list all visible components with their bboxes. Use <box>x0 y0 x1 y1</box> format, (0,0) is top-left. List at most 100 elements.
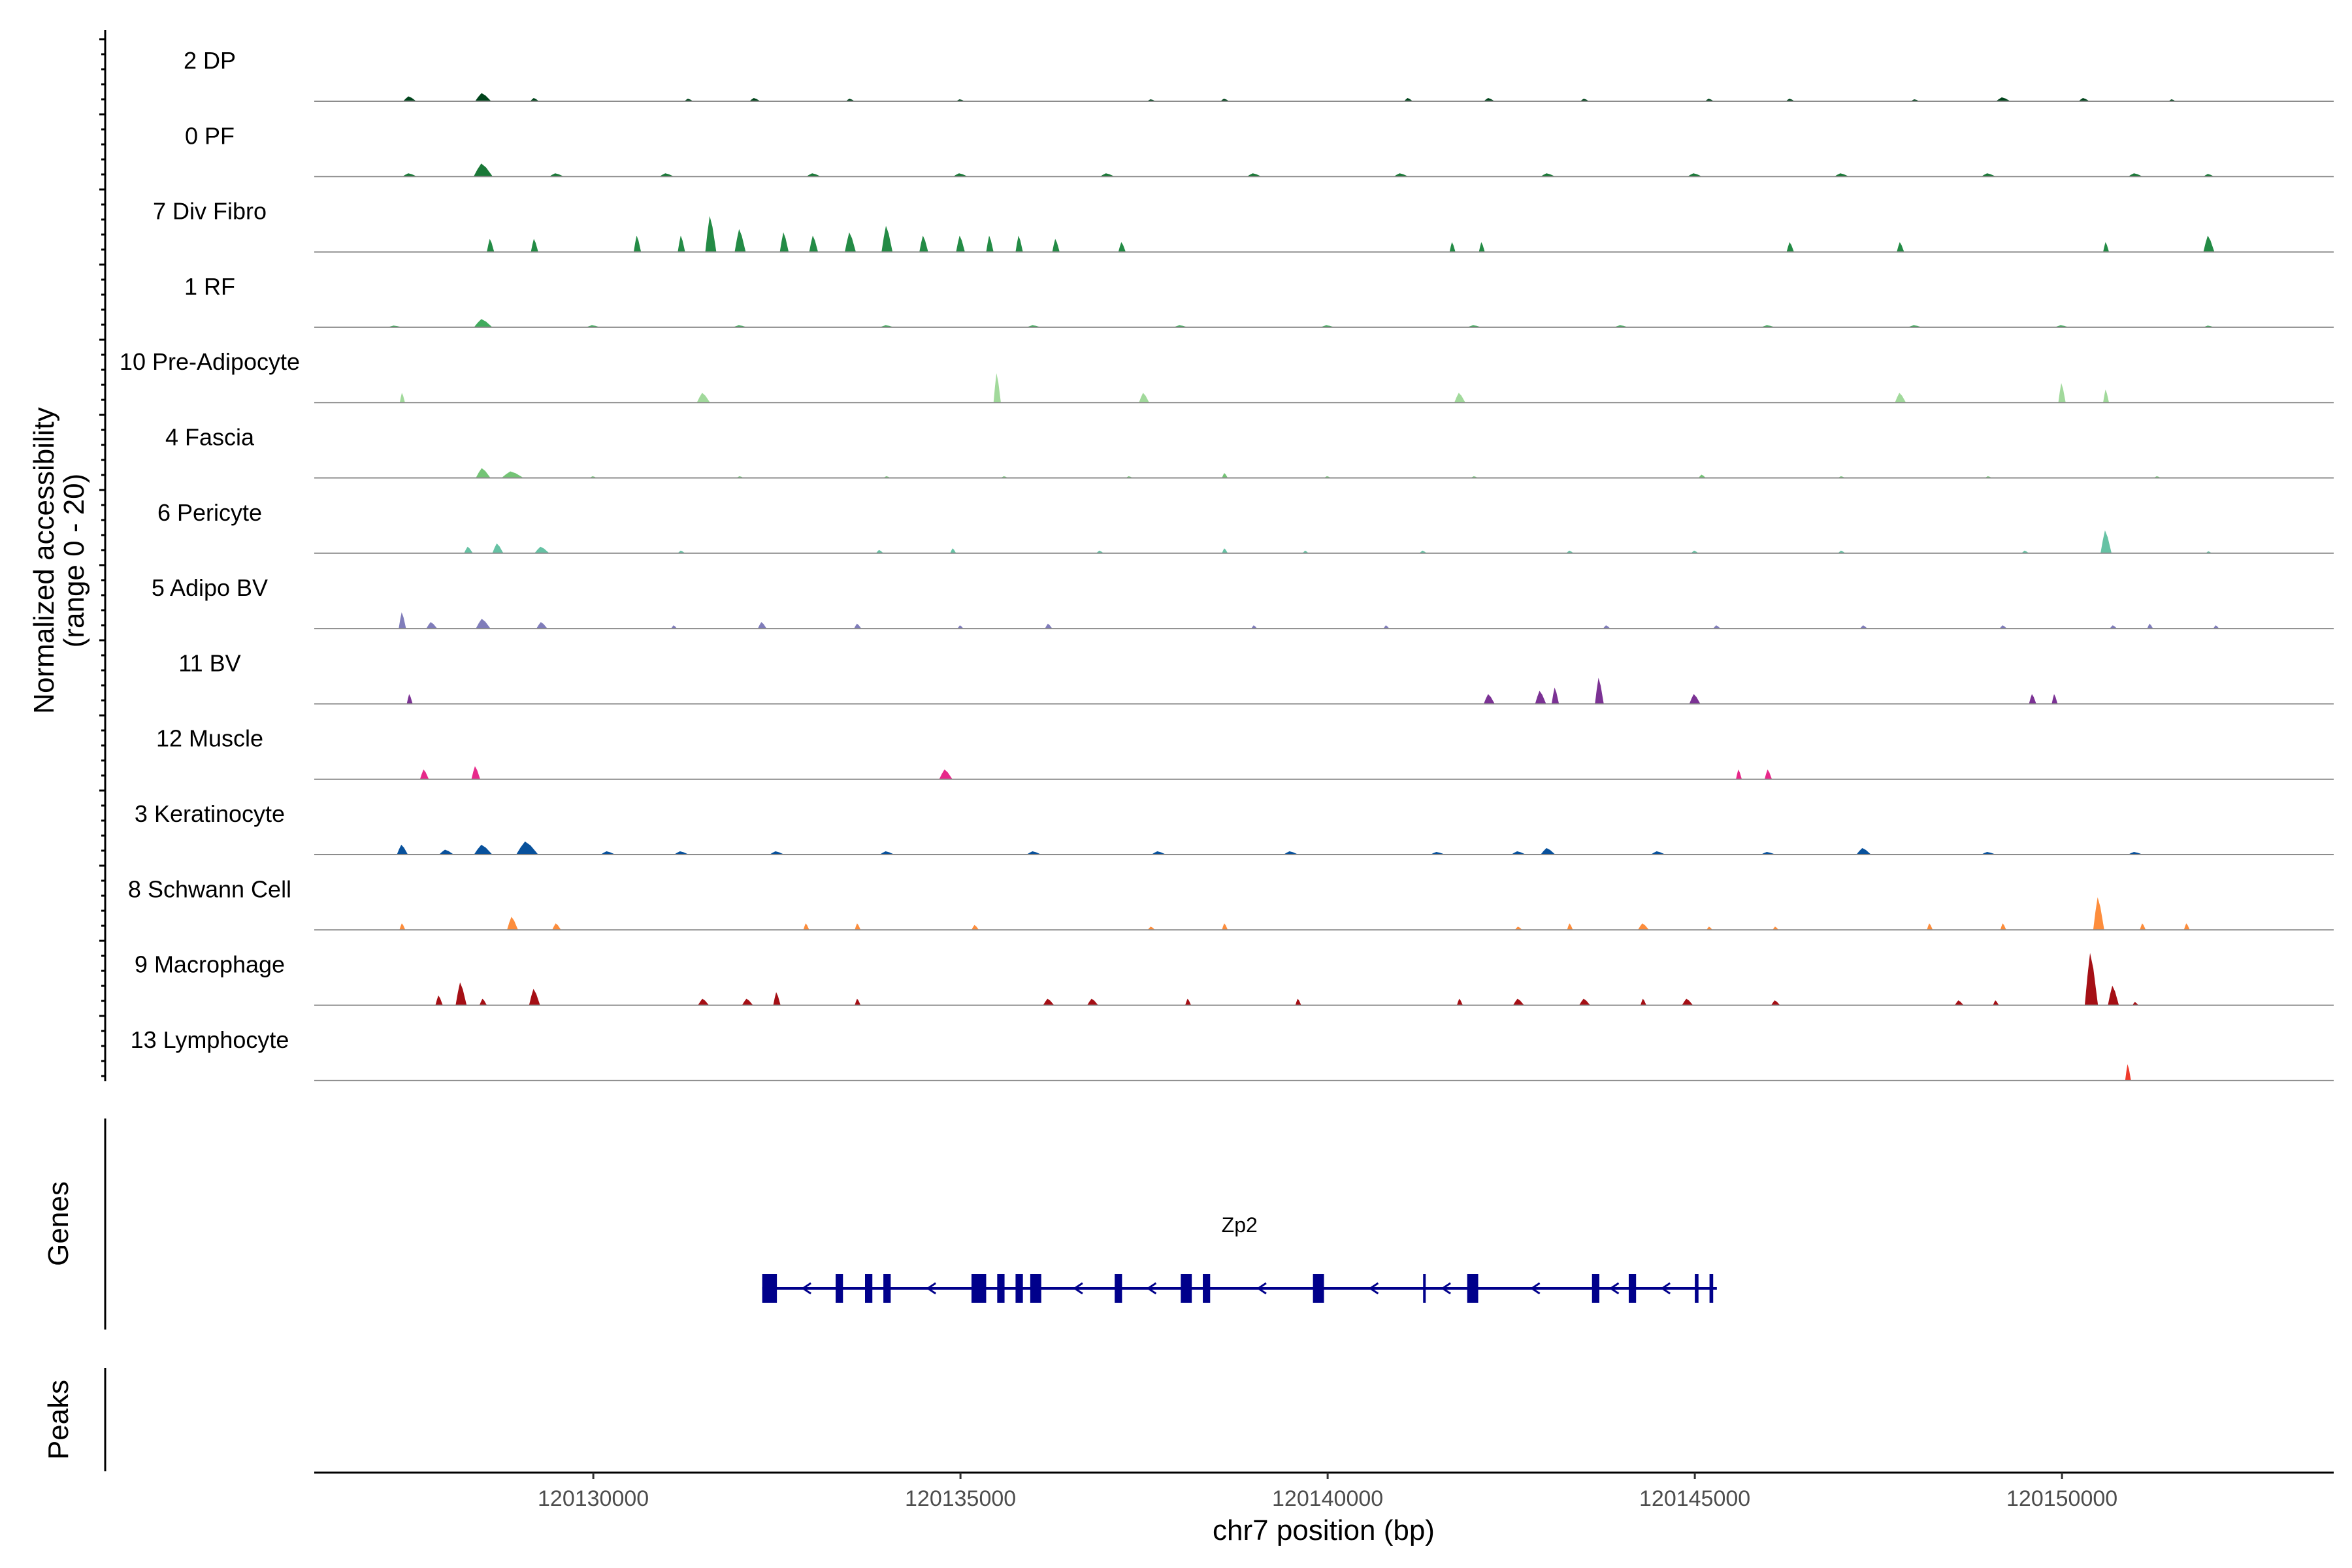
accessibility-peak <box>2103 389 2110 403</box>
gene-exon <box>1423 1274 1426 1303</box>
gene-exon <box>865 1274 873 1303</box>
accessibility-peak <box>971 924 979 930</box>
accessibility-peak <box>2103 242 2110 252</box>
accessibility-peak <box>1698 474 1706 478</box>
accessibility-peak <box>419 769 429 779</box>
accessibility-peak <box>881 225 893 252</box>
accessibility-peak <box>1764 769 1772 779</box>
accessibility-peak <box>1993 1000 1999 1005</box>
x-axis-title: chr7 position (bp) <box>1213 1514 1435 1546</box>
accessibility-peak <box>501 471 524 478</box>
accessibility-peak <box>530 98 539 101</box>
track-label: 7 Div Fibro <box>153 198 267 225</box>
gene-exon <box>1313 1274 1324 1303</box>
gene-exon <box>836 1274 843 1303</box>
accessibility-peak <box>435 995 443 1005</box>
strand-arrow-icon <box>1660 1282 1671 1295</box>
accessibility-peak <box>1222 473 1228 478</box>
accessibility-peak <box>1026 851 1041 855</box>
track-label: 3 Keratinocyte <box>135 800 285 827</box>
accessibility-peak <box>1834 173 1850 177</box>
accessibility-peak <box>1045 623 1053 629</box>
accessibility-peak <box>1295 998 1301 1005</box>
track-3: 7 Div Fibro <box>153 198 2334 253</box>
track-14: 13 Lymphocyte <box>131 1026 2334 1081</box>
coverage-tracks: 2 DP 0 PF 7 Div Fibro 1 RF 10 Pre-Adipocyte 4… <box>120 47 2334 1081</box>
track-label: 4 Fascia <box>165 424 255 451</box>
gene-exon <box>1181 1274 1192 1303</box>
gene-exon <box>762 1274 777 1303</box>
accessibility-peak <box>1394 173 1409 177</box>
accessibility-peak <box>2084 953 2099 1005</box>
strand-arrow-icon <box>1441 1282 1451 1295</box>
accessibility-peak <box>1895 393 1906 403</box>
track-8: 5 Adipo BV <box>152 574 2334 630</box>
accessibility-peak <box>957 625 964 629</box>
track-9: 11 BV <box>178 649 2334 705</box>
accessibility-peak <box>705 216 717 252</box>
accessibility-peak <box>1999 625 2007 629</box>
accessibility-peak <box>1139 393 1149 403</box>
accessibility-peak <box>552 923 561 930</box>
accessibility-peak <box>1147 926 1155 930</box>
accessibility-peak <box>2000 923 2006 930</box>
accessibility-peak <box>950 548 956 553</box>
track-label: 8 Schwann Cell <box>128 875 291 902</box>
accessibility-peak <box>534 546 549 553</box>
accessibility-peak <box>698 998 710 1005</box>
accessibility-peak <box>531 238 538 252</box>
accessibility-peak <box>671 625 678 629</box>
accessibility-peak <box>2051 694 2058 704</box>
accessibility-peak <box>1478 242 1485 252</box>
accessibility-peak <box>633 235 642 252</box>
accessibility-peak <box>1995 97 2011 101</box>
track-1: 2 DP <box>184 47 2334 102</box>
accessibility-peak <box>1514 926 1522 930</box>
accessibility-peak <box>1151 851 1166 855</box>
strand-arrow-icon <box>1256 1282 1267 1295</box>
accessibility-peak <box>406 694 413 704</box>
accessibility-peak <box>2029 694 2036 704</box>
accessibility-peak <box>1043 998 1054 1005</box>
accessibility-peak <box>1595 678 1604 704</box>
accessibility-peak <box>2100 530 2112 553</box>
gene-exon <box>1015 1274 1023 1303</box>
y-axis-title-line2: (range 0 - 20) <box>58 474 90 648</box>
accessibility-peak <box>2132 1002 2139 1005</box>
gene-exon <box>1695 1274 1699 1303</box>
x-tick-label: 120140000 <box>1272 1486 1383 1511</box>
strand-arrow-icon <box>1609 1282 1620 1295</box>
accessibility-peak <box>1687 173 1703 177</box>
accessibility-peak <box>474 845 493 855</box>
accessibility-peak <box>1541 173 1556 177</box>
accessibility-peak <box>475 93 491 101</box>
accessibility-peak <box>2183 923 2190 930</box>
coverage-y-ticks <box>99 38 105 1077</box>
accessibility-peak <box>1638 923 1649 930</box>
track-label: 10 Pre-Adipocyte <box>120 348 300 375</box>
accessibility-peak <box>476 468 491 478</box>
accessibility-peak <box>1100 173 1115 177</box>
accessibility-peak <box>855 998 861 1005</box>
track-6: 4 Fascia <box>165 424 2334 479</box>
accessibility-peak <box>986 235 994 252</box>
accessibility-peak <box>1511 851 1526 855</box>
accessibility-peak <box>809 235 819 252</box>
accessibility-peak <box>1736 769 1742 779</box>
gene-exon <box>883 1274 891 1303</box>
accessibility-peak <box>2058 383 2066 403</box>
accessibility-peak <box>803 923 809 930</box>
gene-exon <box>1467 1274 1478 1303</box>
accessibility-peak <box>1603 625 1610 629</box>
accessibility-peak <box>1713 625 1721 629</box>
accessibility-peak <box>549 173 564 177</box>
strand-arrow-icon <box>926 1282 936 1295</box>
gene-exon <box>1203 1274 1211 1303</box>
genes-panel-title: Genes <box>42 1181 74 1266</box>
strand-arrow-icon <box>801 1282 811 1295</box>
track-5: 10 Pre-Adipocyte <box>120 348 2334 404</box>
accessibility-peak <box>402 173 417 177</box>
accessibility-peak <box>742 998 753 1005</box>
accessibility-peak <box>1512 998 1524 1005</box>
accessibility-peak <box>734 229 746 252</box>
